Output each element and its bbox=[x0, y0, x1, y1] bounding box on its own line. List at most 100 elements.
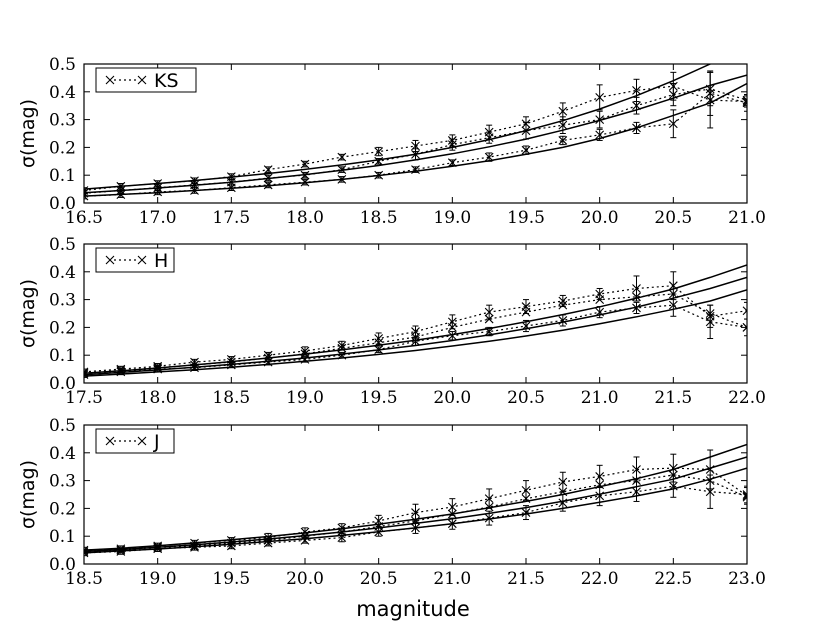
data-point bbox=[374, 345, 384, 355]
x-axis-label: magnitude bbox=[356, 597, 470, 621]
panel-frame-2 bbox=[83, 243, 748, 384]
data-point bbox=[668, 90, 678, 99]
y-tick-label: 0.4 bbox=[49, 444, 76, 464]
data-point bbox=[374, 338, 384, 348]
x-tick-label: 18.5 bbox=[360, 208, 398, 228]
data-point bbox=[411, 149, 420, 159]
x-tick-label: 22.0 bbox=[581, 569, 619, 589]
data-point bbox=[558, 477, 568, 487]
data-point bbox=[190, 538, 199, 548]
fit-curve-2-1 bbox=[84, 264, 747, 375]
y-tick-label: 0.3 bbox=[49, 472, 76, 492]
x-tick-label: 20.5 bbox=[654, 208, 692, 228]
legend-marker bbox=[137, 75, 147, 85]
data-point bbox=[116, 547, 126, 556]
data-point bbox=[484, 513, 494, 523]
data-point bbox=[374, 170, 384, 180]
data-point bbox=[447, 509, 457, 519]
data-point bbox=[705, 487, 715, 497]
y-tick-label: 0.1 bbox=[49, 527, 76, 547]
x-tick-label: 19.5 bbox=[507, 208, 545, 228]
data-point bbox=[668, 281, 678, 291]
data-point bbox=[300, 177, 310, 187]
data-point bbox=[705, 317, 715, 327]
data-point bbox=[337, 343, 347, 353]
y-tick-label: 0.5 bbox=[49, 55, 76, 75]
data-point bbox=[84, 545, 89, 555]
x-tick-label: 20.5 bbox=[507, 388, 545, 408]
data-point bbox=[337, 174, 347, 184]
x-tick-label: 22.0 bbox=[728, 388, 766, 408]
data-point bbox=[521, 321, 531, 331]
legend-marker bbox=[105, 75, 115, 85]
data-point bbox=[263, 353, 273, 363]
data-point bbox=[558, 120, 568, 130]
data-point bbox=[595, 307, 605, 317]
data-point bbox=[558, 316, 568, 325]
data-point bbox=[116, 190, 126, 200]
y-tick-label: 0.4 bbox=[49, 83, 76, 103]
data-point bbox=[484, 307, 494, 317]
data-point bbox=[300, 354, 310, 364]
legend-marker bbox=[137, 436, 147, 446]
y-axis-label-1: σ(mag) bbox=[17, 99, 39, 168]
data-point bbox=[558, 296, 568, 306]
data-point bbox=[558, 498, 568, 508]
data-point bbox=[484, 133, 494, 143]
data-point bbox=[153, 364, 163, 374]
legend-marker bbox=[105, 436, 115, 446]
y-tick-label: 0.4 bbox=[49, 263, 76, 283]
data-point bbox=[263, 165, 273, 175]
x-tick-label: 22.5 bbox=[654, 569, 692, 589]
data-point bbox=[263, 357, 273, 367]
data-point bbox=[411, 336, 420, 346]
data-point bbox=[153, 544, 163, 554]
data-point bbox=[190, 363, 199, 373]
x-tick-label: 20.0 bbox=[286, 569, 324, 589]
y-tick-label: 0.0 bbox=[49, 555, 76, 575]
data-point bbox=[337, 350, 347, 360]
data-point bbox=[190, 176, 199, 186]
x-tick-label: 21.5 bbox=[654, 388, 692, 408]
y-axis-label-2: σ(mag) bbox=[17, 279, 39, 348]
data-point bbox=[116, 181, 126, 191]
data-point bbox=[84, 188, 89, 198]
data-point bbox=[411, 516, 420, 526]
data-point bbox=[153, 187, 163, 197]
x-tick-label: 18.0 bbox=[286, 208, 324, 228]
data-point bbox=[263, 350, 273, 360]
x-tick-label: 19.0 bbox=[433, 208, 471, 228]
data-point bbox=[595, 472, 605, 481]
data-point bbox=[374, 156, 384, 166]
data-point bbox=[668, 300, 678, 310]
data-point bbox=[484, 494, 494, 504]
data-point bbox=[595, 115, 605, 124]
x-tick-label: 18.5 bbox=[212, 388, 250, 408]
data-point bbox=[521, 126, 531, 136]
legend-marker bbox=[137, 255, 147, 265]
data-point bbox=[742, 306, 747, 316]
data-point bbox=[190, 542, 199, 552]
data-point bbox=[558, 300, 568, 310]
data-point bbox=[521, 485, 531, 495]
data-point bbox=[411, 508, 420, 517]
data-point bbox=[300, 346, 310, 356]
x-tick-label: 17.0 bbox=[139, 208, 177, 228]
data-point bbox=[447, 502, 457, 512]
data-point bbox=[84, 547, 89, 556]
y-tick-label: 0.1 bbox=[49, 346, 76, 366]
legend-label-3: J bbox=[153, 431, 160, 453]
data-point bbox=[411, 165, 420, 175]
panel-frame-1 bbox=[83, 63, 748, 204]
data-point bbox=[153, 183, 163, 193]
data-point bbox=[374, 147, 384, 156]
legend-box-1 bbox=[95, 67, 197, 93]
data-point bbox=[742, 490, 747, 499]
data-point bbox=[595, 295, 605, 304]
data-point bbox=[337, 165, 347, 175]
data-point bbox=[521, 494, 531, 504]
data-point bbox=[595, 130, 605, 140]
x-tick-label: 19.5 bbox=[360, 388, 398, 408]
data-point bbox=[300, 535, 310, 545]
data-point bbox=[632, 476, 641, 485]
